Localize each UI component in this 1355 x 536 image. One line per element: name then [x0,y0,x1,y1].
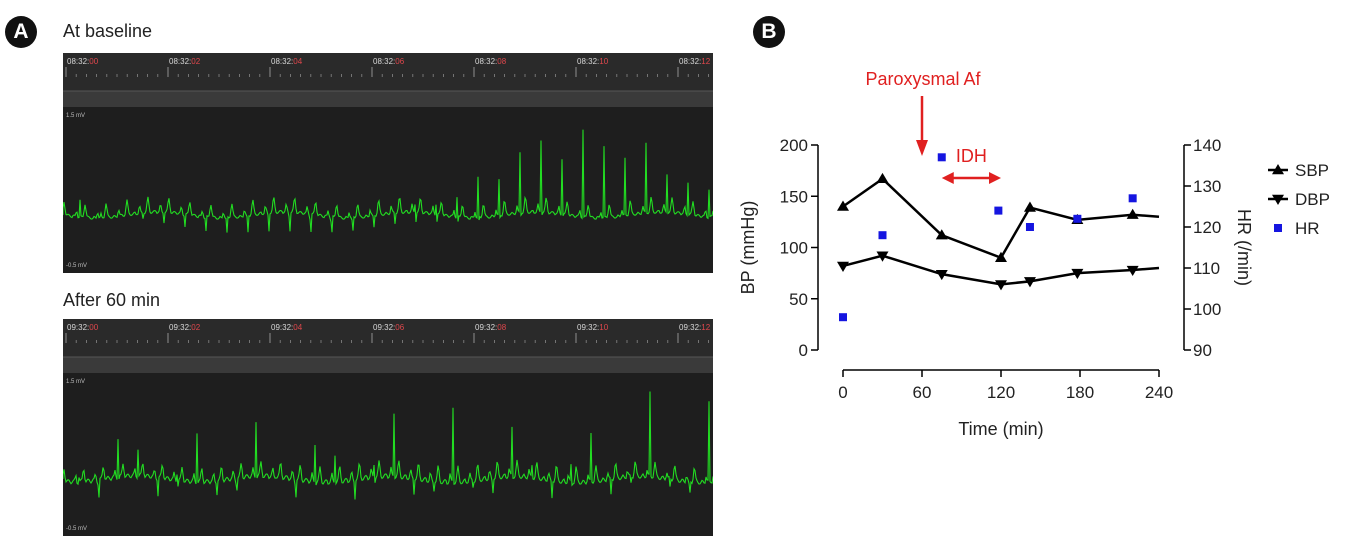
data-point-hr [878,231,887,240]
event-bar [63,91,713,107]
left-tick-label: 0 [799,341,808,360]
x-tick-label: 180 [1066,383,1094,402]
data-point-sbp [935,229,948,240]
paroxysmal-af-label: Paroxysmal Af [865,69,981,89]
legend-label: DBP [1295,190,1330,209]
data-point-dbp [995,280,1007,291]
x-tick-label: 120 [987,383,1015,402]
after-60-min-label: After 60 min [63,290,161,310]
idh-label: IDH [956,146,987,166]
left-tick-label: 100 [780,239,808,258]
time-label: 09:32:00 [67,323,99,332]
time-label: 08:32:12 [679,57,711,66]
x-tick-label: 240 [1145,383,1173,402]
time-ruler [63,319,713,357]
time-label: 08:32:10 [577,57,609,66]
right-axis-title: HR (/min) [1234,209,1254,286]
time-label: 08:32:06 [373,57,405,66]
data-point-dbp [1023,277,1036,288]
series-dbp [837,251,1160,291]
time-label: 09:32:12 [679,323,711,332]
bp-hr-chart: 0 50 100 150 200 90 100 110 120 130 140 0 60 120 180 24… [738,69,1330,439]
data-point-hr [937,153,946,162]
time-label: 09:32:04 [271,323,303,332]
time-label: 09:32:06 [373,323,405,332]
data-point-sbp [995,251,1007,262]
panel-a-badge: A [5,16,37,48]
time-label: 09:32:02 [169,323,201,332]
right-tick-label: 110 [1193,259,1220,278]
time-label: 08:32:02 [169,57,201,66]
ecg-strip-baseline: 08:32:00 08:32:02 08:32:04 08:32:06 08:32:08… [63,53,713,273]
ecg-strip-svg: 09:32:00 09:32:02 09:32:04 09:32:06 09:32:08… [63,319,713,532]
legend-marker [1272,194,1284,205]
x-tick-label: 0 [838,383,847,402]
right-tick-label: 90 [1193,341,1212,360]
right-tick-label: 130 [1193,177,1221,196]
series-line-sbp [842,177,1160,260]
time-label: 08:32:08 [475,57,507,66]
data-point-hr [839,313,847,322]
series-line-dbp [842,254,1160,286]
scale-bottom-label: -0.5 mV [66,526,87,532]
data-point-dbp [1071,268,1084,280]
legend: SBP DBP HR [1268,161,1330,238]
legend-marker [1274,224,1282,232]
time-label: 09:32:08 [475,323,507,332]
event-bar [63,357,713,373]
time-label: 08:32:00 [67,57,99,66]
series-hr [839,153,1137,322]
ecg-strip-after-60-min: 09:32:00 09:32:02 09:32:04 09:32:06 09:32:08… [63,319,713,536]
data-point-dbp [876,251,889,262]
data-point-dbp [935,269,948,281]
ecg-trace [63,391,713,500]
data-point-hr [994,206,1003,215]
scale-top-label: 1.5 mV [66,113,85,119]
right-tick-label: 100 [1193,300,1221,319]
data-point-hr [1073,214,1082,223]
right-tick-label: 120 [1193,218,1221,237]
left-tick-label: 150 [780,187,808,206]
data-point-sbp [1126,208,1139,219]
data-point-sbp [1023,201,1036,212]
data-point-dbp [1126,265,1139,277]
left-tick-label: 50 [789,290,808,309]
left-axis-title: BP (mmHg) [738,201,758,295]
left-tick-label: 200 [780,136,808,155]
data-point-hr [1025,223,1034,231]
panel-b-badge: B [753,16,785,48]
ecg-trace [63,129,713,233]
x-axis-title: Time (min) [958,419,1043,439]
time-label: 08:32:04 [271,57,303,66]
time-label: 09:32:10 [577,323,609,332]
time-ruler [63,53,713,91]
idh-arrow-left-head [941,172,954,184]
af-arrow-head [916,140,928,156]
data-point-sbp [876,172,889,184]
scale-top-label: 1.5 mV [66,379,85,385]
data-point-dbp [837,261,849,272]
legend-label: HR [1295,219,1320,238]
baseline-label: At baseline [63,21,153,41]
x-tick-label: 60 [913,383,932,402]
right-tick-label: 140 [1193,136,1221,155]
data-point-sbp [837,200,849,211]
legend-marker [1272,164,1284,175]
data-point-hr [1128,194,1137,203]
idh-arrow-right-head [989,172,1001,184]
ecg-strip-svg: 08:32:00 08:32:02 08:32:04 08:32:06 08:32:08… [63,53,713,269]
scale-bottom-label: -0.5 mV [66,263,87,269]
legend-label: SBP [1295,161,1329,180]
series-sbp [837,172,1160,262]
